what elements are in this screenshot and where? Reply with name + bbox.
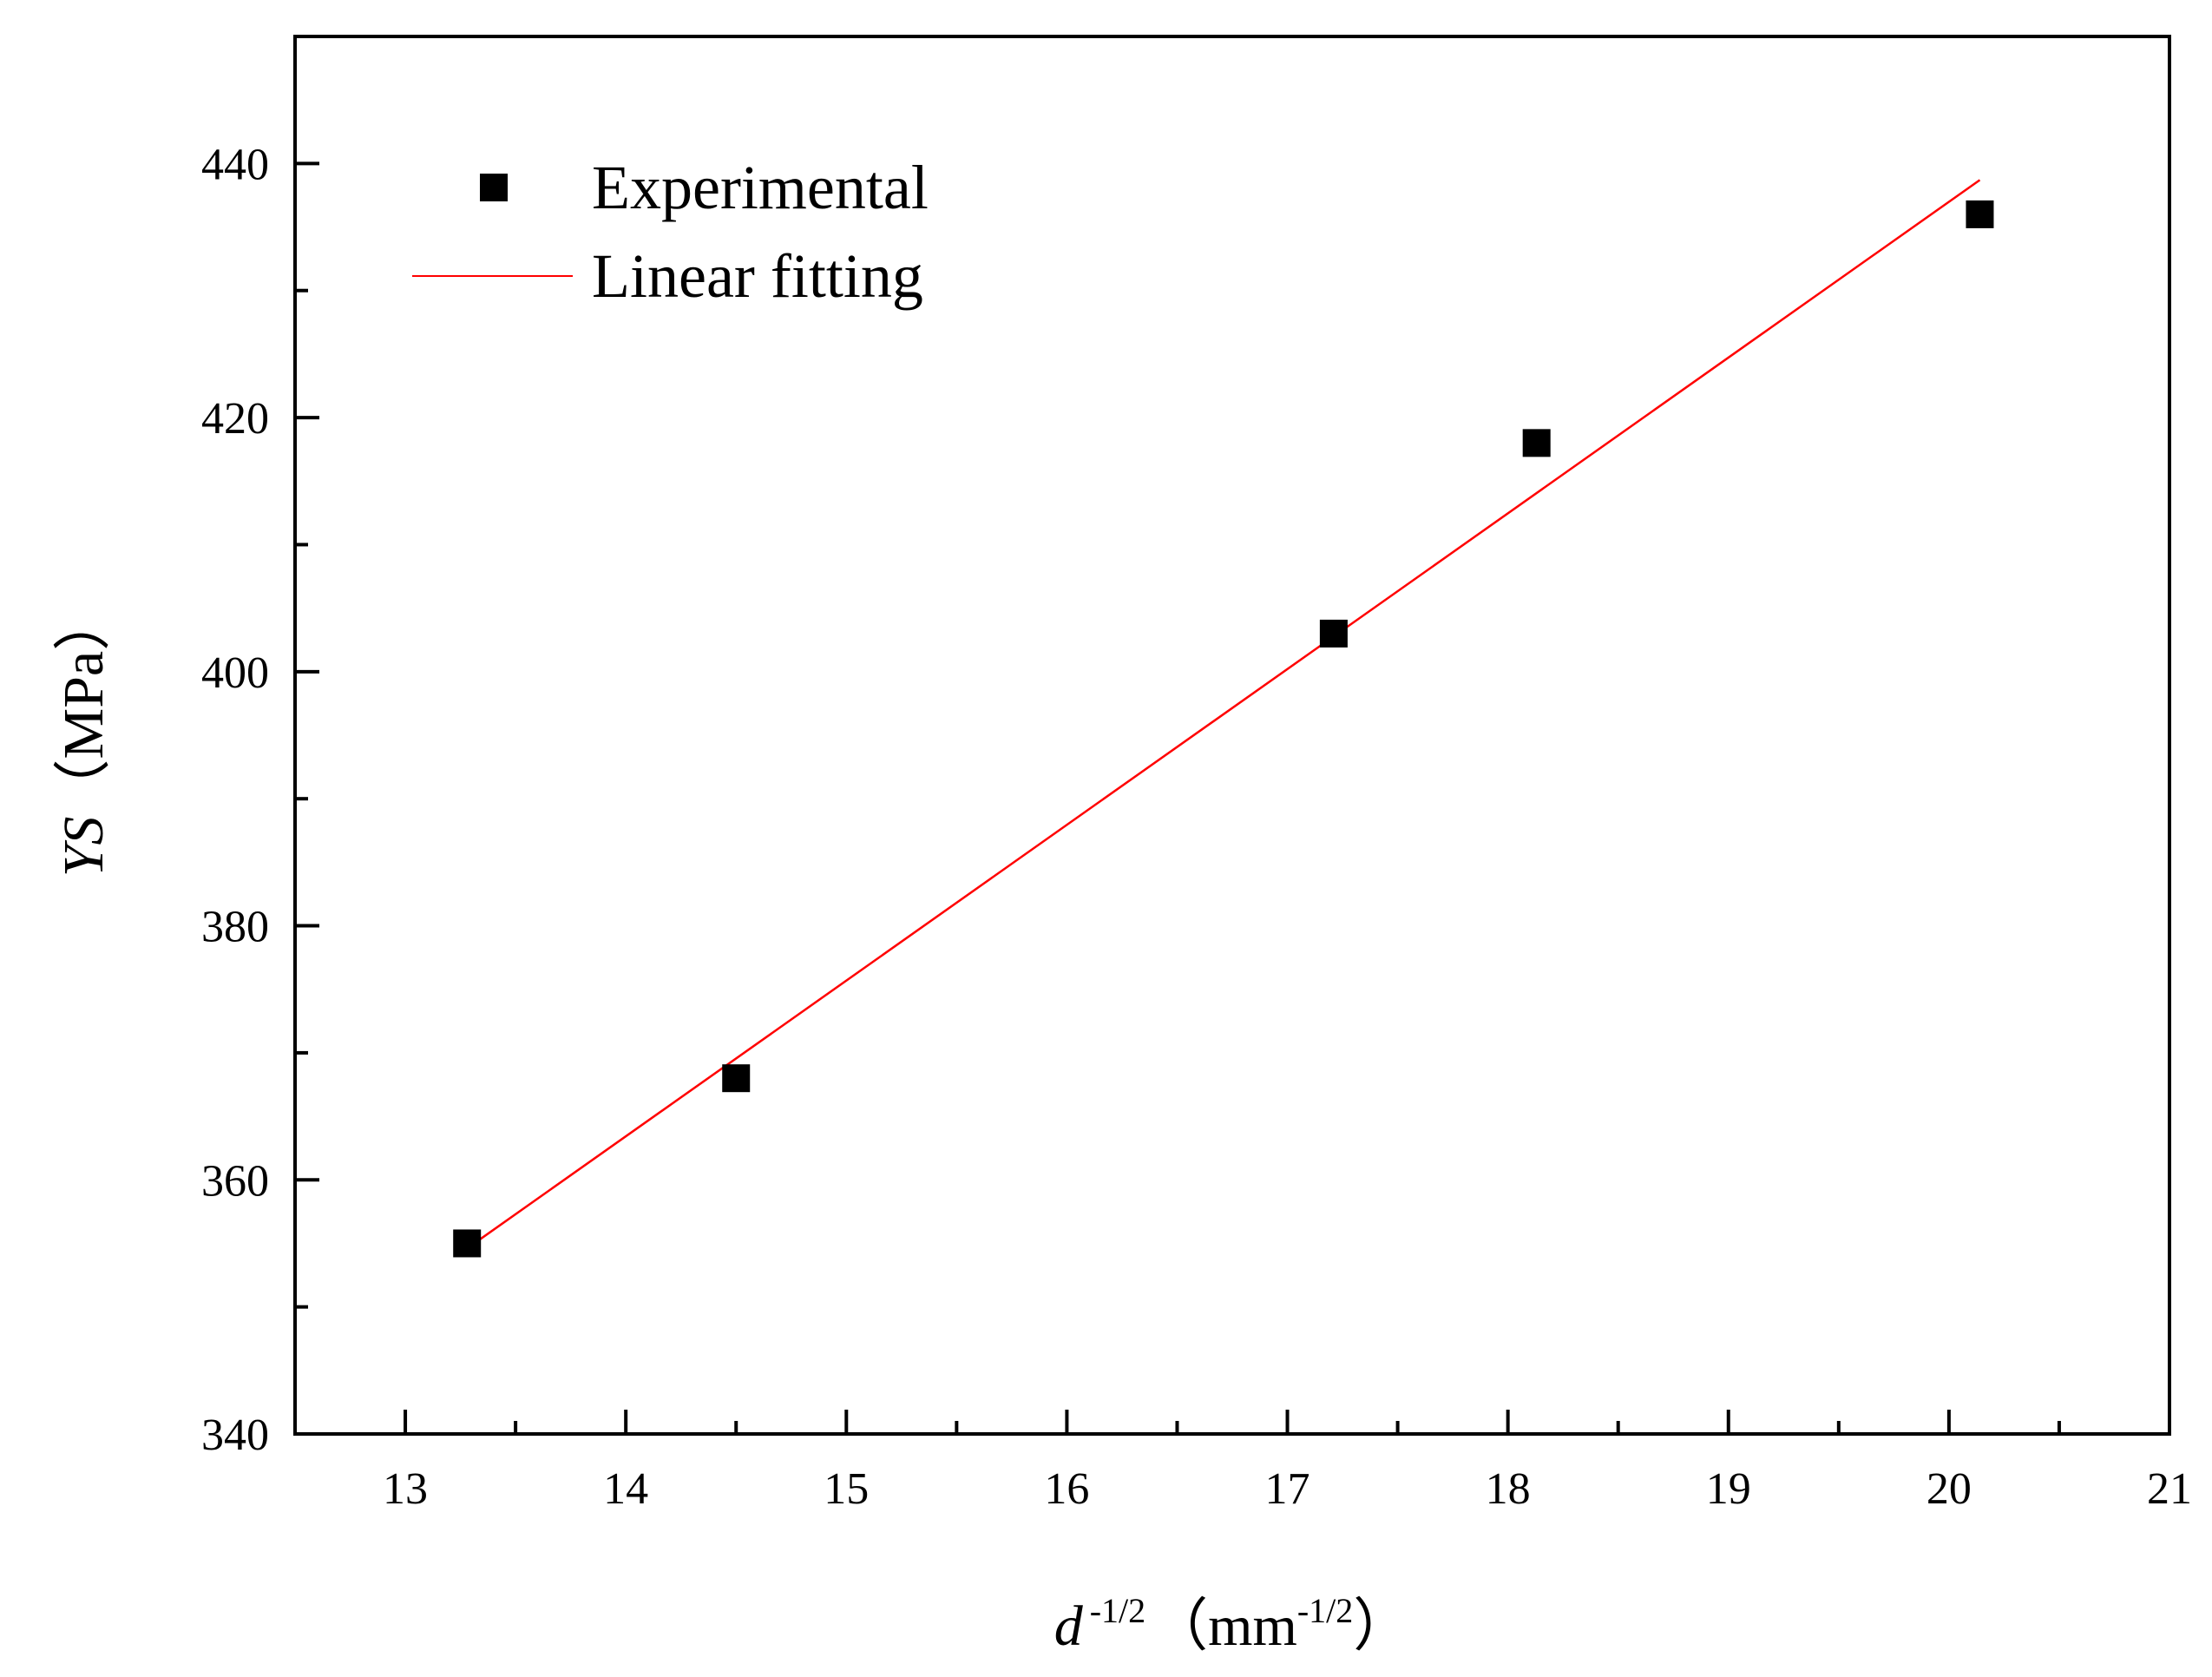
plot-frame	[293, 35, 2171, 1436]
experimental-point	[1319, 619, 1348, 648]
experimental-point	[722, 1064, 751, 1093]
x-tick-label: 14	[603, 1464, 648, 1514]
y-tick-label: 440	[201, 140, 269, 189]
x-axis-title-unit: （mm	[1151, 1595, 1297, 1658]
y-axis-ticks: 340 360 380 400 420 440	[201, 35, 319, 1460]
y-tick-label: 360	[201, 1156, 269, 1206]
x-tick-label: 20	[1926, 1464, 1972, 1514]
x-axis-title: d -1/2（mm-1/2）	[1054, 1591, 1411, 1658]
legend-marker-experimental	[480, 174, 508, 201]
y-tick-label: 420	[201, 394, 269, 444]
linear-fitting-line	[466, 179, 1981, 1250]
y-tick-label: 400	[201, 648, 269, 698]
legend-label-linear-fitting: Linear fitting	[592, 241, 923, 311]
x-tick-label: 18	[1486, 1464, 1531, 1514]
x-axis-title-sup: -1/2	[1090, 1591, 1145, 1630]
y-axis-title: YS（MPa）	[52, 594, 115, 877]
x-tick-label: 19	[1706, 1464, 1751, 1514]
experimental-point	[1966, 200, 1994, 228]
x-tick-label: 21	[2147, 1464, 2192, 1514]
x-axis-title-unit-close: ）	[1353, 1595, 1410, 1658]
x-tick-label: 15	[824, 1464, 869, 1514]
y-tick-label: 340	[201, 1411, 269, 1460]
series-layer	[453, 179, 1994, 1258]
legend-label-experimental: Experimental	[592, 153, 929, 222]
experimental-point	[1522, 429, 1551, 457]
x-axis-title-var: d	[1054, 1595, 1084, 1658]
x-tick-label: 16	[1044, 1464, 1089, 1514]
x-tick-label: 17	[1265, 1464, 1310, 1514]
x-axis-ticks: 13 14 15 16 17 18 19 20 21	[383, 1410, 2192, 1514]
x-axis-title-unit-sup: -1/2	[1297, 1591, 1353, 1630]
x-tick-label: 13	[383, 1464, 428, 1514]
y-tick-label: 380	[201, 903, 269, 952]
legend: Experimental Linear fitting	[412, 153, 929, 311]
y-axis-title-unit: （MPa）	[52, 594, 115, 817]
experimental-point	[453, 1229, 482, 1258]
y-axis-title-var: YS	[52, 816, 115, 877]
